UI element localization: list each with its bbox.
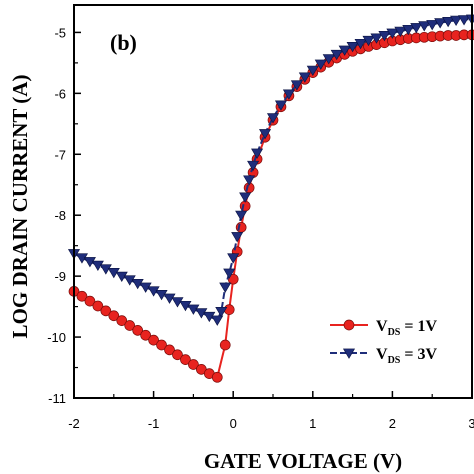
series-1-point (164, 344, 175, 356)
series-2-point (266, 113, 280, 124)
legend-marker-2 (342, 348, 356, 359)
series-1-point (84, 295, 96, 307)
series-1-point (140, 329, 151, 341)
series-2-point (290, 80, 303, 91)
series-2-point (239, 192, 252, 203)
series-1-point (172, 349, 183, 361)
series-1-point (76, 290, 88, 302)
series-layer (67, 14, 474, 383)
series-2-point (418, 21, 431, 32)
series-2-point (211, 315, 224, 326)
series-2-point (370, 33, 383, 44)
y-tick-label: -8 (54, 208, 66, 223)
series-1-point (108, 310, 120, 322)
series-2-point (442, 17, 455, 28)
ticks-layer: -2 -1 0 1 2 3-11-10-9-8-7-6-5 (47, 25, 474, 431)
y-tick-label: -11 (48, 391, 66, 406)
legend-label-tail: = 3V (400, 346, 437, 363)
series-2-point (231, 232, 244, 243)
series-1-point (156, 339, 167, 351)
series-1-point (132, 325, 144, 336)
y-axis-title: LOG DRAIN CURRENT (A) (8, 75, 32, 339)
series-2-point (362, 35, 375, 47)
series-2-point (450, 15, 463, 27)
series-1-point (116, 315, 128, 326)
series-2-point (338, 45, 351, 56)
legend-marker-1 (343, 319, 355, 331)
plot-frame (73, 4, 473, 399)
series-1-point (100, 305, 112, 317)
series-2-point (247, 160, 260, 172)
legend-label-main: V (376, 318, 388, 335)
series-2-point (274, 100, 287, 111)
y-tick-label: -10 (47, 330, 66, 345)
legend-label-2: VDS = 3V (376, 346, 437, 366)
series-2-point (346, 42, 359, 53)
series-1-point (124, 320, 136, 331)
series-2-point (306, 65, 319, 77)
series-2-point (434, 18, 447, 29)
series-2-point (215, 307, 228, 318)
series-2-point (402, 24, 415, 36)
series-2-point (227, 253, 240, 264)
series-2-point (426, 20, 439, 31)
series-2-point (251, 148, 264, 159)
y-tick-label: -5 (54, 25, 66, 40)
series-2-point (235, 210, 248, 222)
y-tick-label: -7 (54, 147, 66, 162)
legend-label-subscript: DS (388, 327, 401, 338)
series-2-line (73, 18, 473, 322)
x-tick-label: 1 (309, 416, 316, 431)
x-tick-label: 3 (468, 416, 474, 431)
y-tick-label: -6 (54, 86, 66, 101)
x-tick-label: -2 (68, 416, 80, 431)
series-2-point (243, 175, 256, 186)
series-2-point (458, 15, 471, 26)
series-1-point (180, 354, 191, 365)
y-tick-label: -9 (54, 269, 66, 284)
series-2-point (314, 59, 327, 70)
legend-label-main: V (376, 346, 388, 363)
series-2-point (330, 49, 343, 61)
series-1-point (148, 334, 159, 346)
series-2-point (378, 31, 391, 42)
series-2-point (282, 89, 295, 100)
series-1-point (188, 359, 199, 370)
series-1-point (211, 371, 223, 383)
series-2-point (410, 23, 423, 34)
panel-label: (b) (110, 30, 137, 55)
series-2-point (394, 26, 407, 38)
series-1-point (235, 222, 247, 233)
series-2-point (386, 28, 399, 39)
series-2-point (322, 54, 335, 65)
series-1-point (219, 339, 231, 351)
series-2-point (259, 129, 272, 140)
series-1-point (92, 300, 104, 312)
series-2-point (219, 282, 232, 293)
series-2-point (298, 72, 311, 83)
legend-label-subscript: DS (388, 355, 401, 366)
legend-label-1: VDS = 1V (376, 318, 437, 338)
x-axis-title: GATE VOLTAGE (V) (204, 449, 402, 473)
x-tick-label: 0 (230, 416, 237, 431)
series-2-point (354, 38, 367, 50)
legend-label-tail: = 1V (400, 318, 437, 335)
series-2-point (223, 268, 236, 279)
x-tick-label: 2 (389, 416, 396, 431)
x-tick-label: -1 (148, 416, 160, 431)
